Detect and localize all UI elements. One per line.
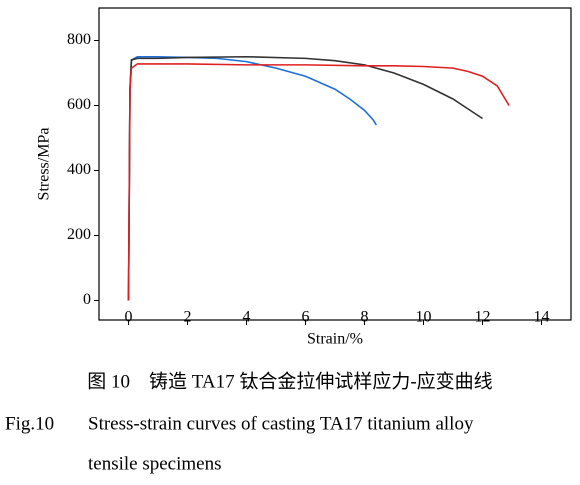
plot-frame	[98, 7, 572, 321]
caption-zh: 图 10 铸造 TA17 钛合金拉伸试样应力-应变曲线	[87, 370, 492, 392]
caption-en: tensile specimens	[88, 453, 222, 474]
series-line	[127, 63, 510, 301]
x-tick-label: 0	[125, 309, 133, 326]
x-tick-label: 14	[534, 309, 550, 326]
x-axis-label: Strain/%	[307, 331, 363, 348]
x-tick-label: 6	[302, 309, 310, 326]
y-axis-label: Stress/MPa	[36, 128, 53, 201]
series-line	[127, 55, 377, 301]
y-tick-label: 0	[83, 291, 91, 308]
series-line	[127, 55, 483, 301]
x-tick-label: 12	[475, 309, 491, 326]
y-tick-label: 400	[67, 161, 91, 178]
x-tick-label: 4	[243, 309, 251, 326]
y-tick-label: 200	[67, 226, 91, 243]
x-tick-label: 10	[416, 309, 432, 326]
y-tick-label: 600	[67, 96, 91, 113]
caption-en: Stress-strain curves of casting TA17 tit…	[88, 413, 474, 434]
x-tick-label: 8	[361, 309, 369, 326]
y-tick-label: 800	[67, 31, 91, 48]
caption-label: Fig.10	[5, 413, 54, 434]
x-tick-label: 2	[184, 309, 192, 326]
